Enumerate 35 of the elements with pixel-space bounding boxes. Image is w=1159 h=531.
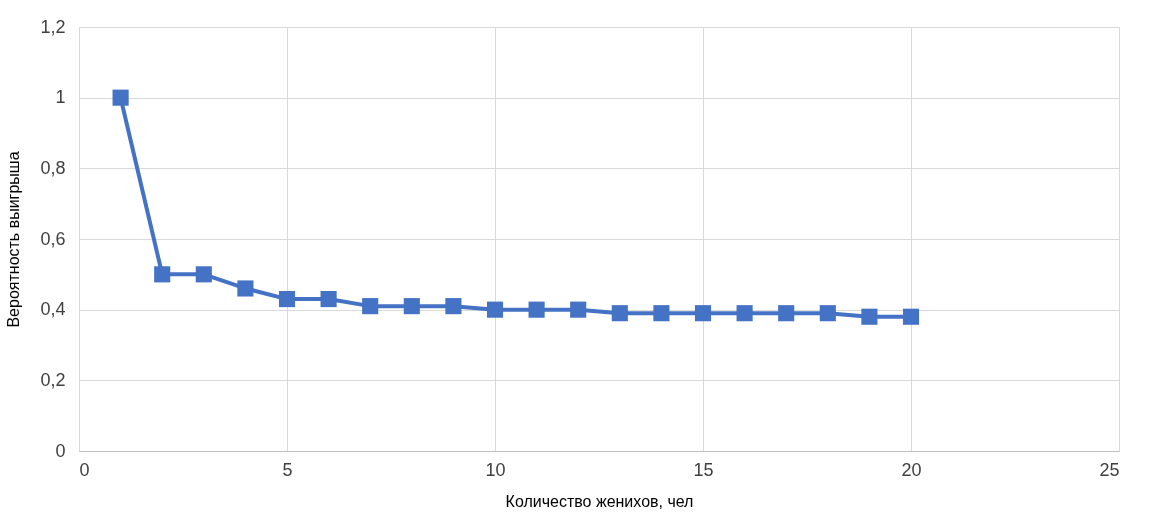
x-tick-label: 5: [282, 459, 293, 480]
point: [154, 266, 171, 283]
point: [445, 298, 462, 315]
x-axis-title: Количество женихов, чел: [505, 492, 694, 510]
point: [112, 89, 129, 106]
point: [320, 291, 337, 308]
y-tick-label: 0,2: [40, 369, 66, 390]
x-tick-label: 0: [79, 459, 90, 480]
y-axis-title: Вероятность выигрыша: [5, 151, 23, 328]
point: [861, 308, 878, 325]
point: [736, 305, 753, 322]
y-tick-label: 0: [55, 440, 66, 461]
x-tick-label: 15: [693, 459, 714, 480]
x-tick-label: 20: [901, 459, 922, 480]
point: [486, 301, 504, 318]
point: [403, 298, 420, 315]
point: [819, 305, 836, 322]
x-tick-label: 10: [485, 459, 506, 480]
point: [653, 305, 670, 322]
point: [195, 266, 212, 283]
point: [611, 305, 628, 322]
point: [902, 308, 920, 325]
point: [694, 305, 712, 322]
point: [237, 280, 254, 297]
y-tick-label: 0,6: [40, 228, 66, 249]
y-tick-label: 1,2: [40, 16, 66, 37]
y-tick-label: 0,8: [40, 157, 66, 178]
y-tick-label: 1: [55, 87, 66, 108]
point: [362, 298, 379, 315]
x-tick-label: 25: [1099, 459, 1120, 480]
point: [778, 305, 795, 322]
point: [528, 301, 545, 318]
point: [570, 301, 587, 318]
point: [278, 291, 296, 308]
y-tick-label: 0,4: [40, 299, 66, 320]
